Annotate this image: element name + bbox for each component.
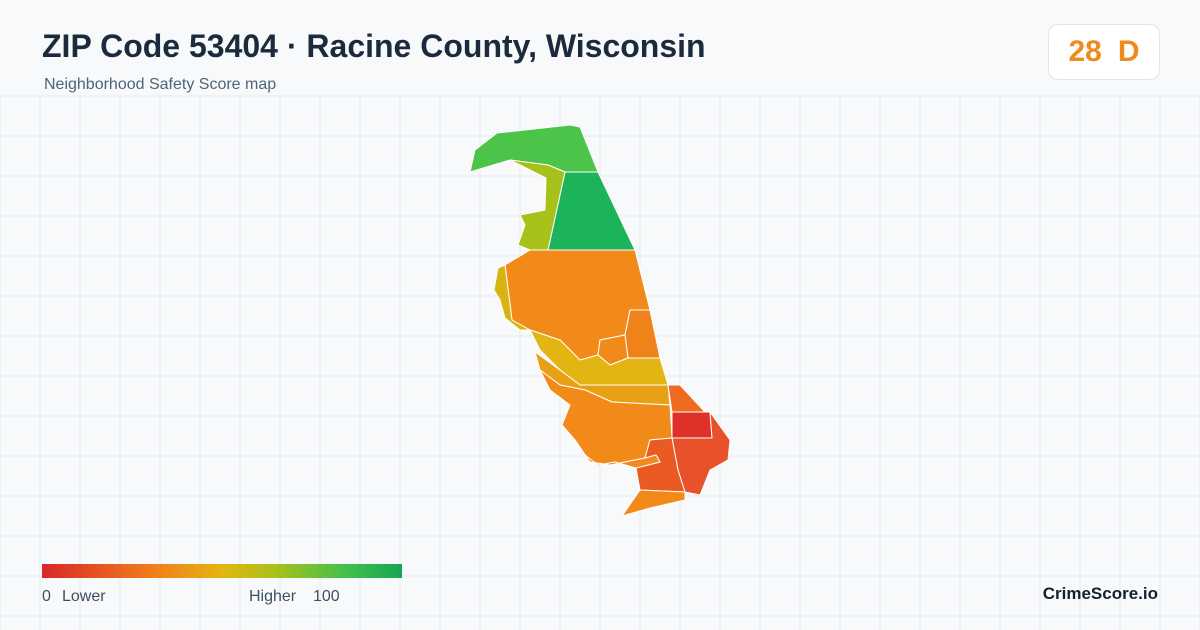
- legend-min-label: Lower: [62, 588, 106, 605]
- grid: [0, 95, 1200, 630]
- subtitle: Neighborhood Safety Score map: [44, 76, 277, 93]
- region: [671, 411, 731, 496]
- score: 28: [1068, 35, 1102, 68]
- legend-min: 0: [42, 588, 51, 605]
- grade: D: [1117, 35, 1140, 68]
- legend-max: 100: [313, 588, 340, 605]
- region: [667, 384, 706, 413]
- region: [509, 159, 566, 251]
- brand: CrimeScore.io: [1042, 584, 1158, 603]
- legend-max-label: Higher: [249, 588, 297, 605]
- legend-gradient: [42, 564, 402, 578]
- title: ZIP Code 53404 · Racine County, Wisconsi…: [42, 28, 706, 64]
- region: [529, 329, 669, 386]
- region: [493, 264, 531, 331]
- region: [621, 489, 686, 517]
- score-badge: 28 D: [1048, 24, 1160, 80]
- region: [624, 309, 661, 359]
- zip-regions: [469, 124, 731, 517]
- region: [574, 439, 661, 469]
- region: [671, 411, 713, 439]
